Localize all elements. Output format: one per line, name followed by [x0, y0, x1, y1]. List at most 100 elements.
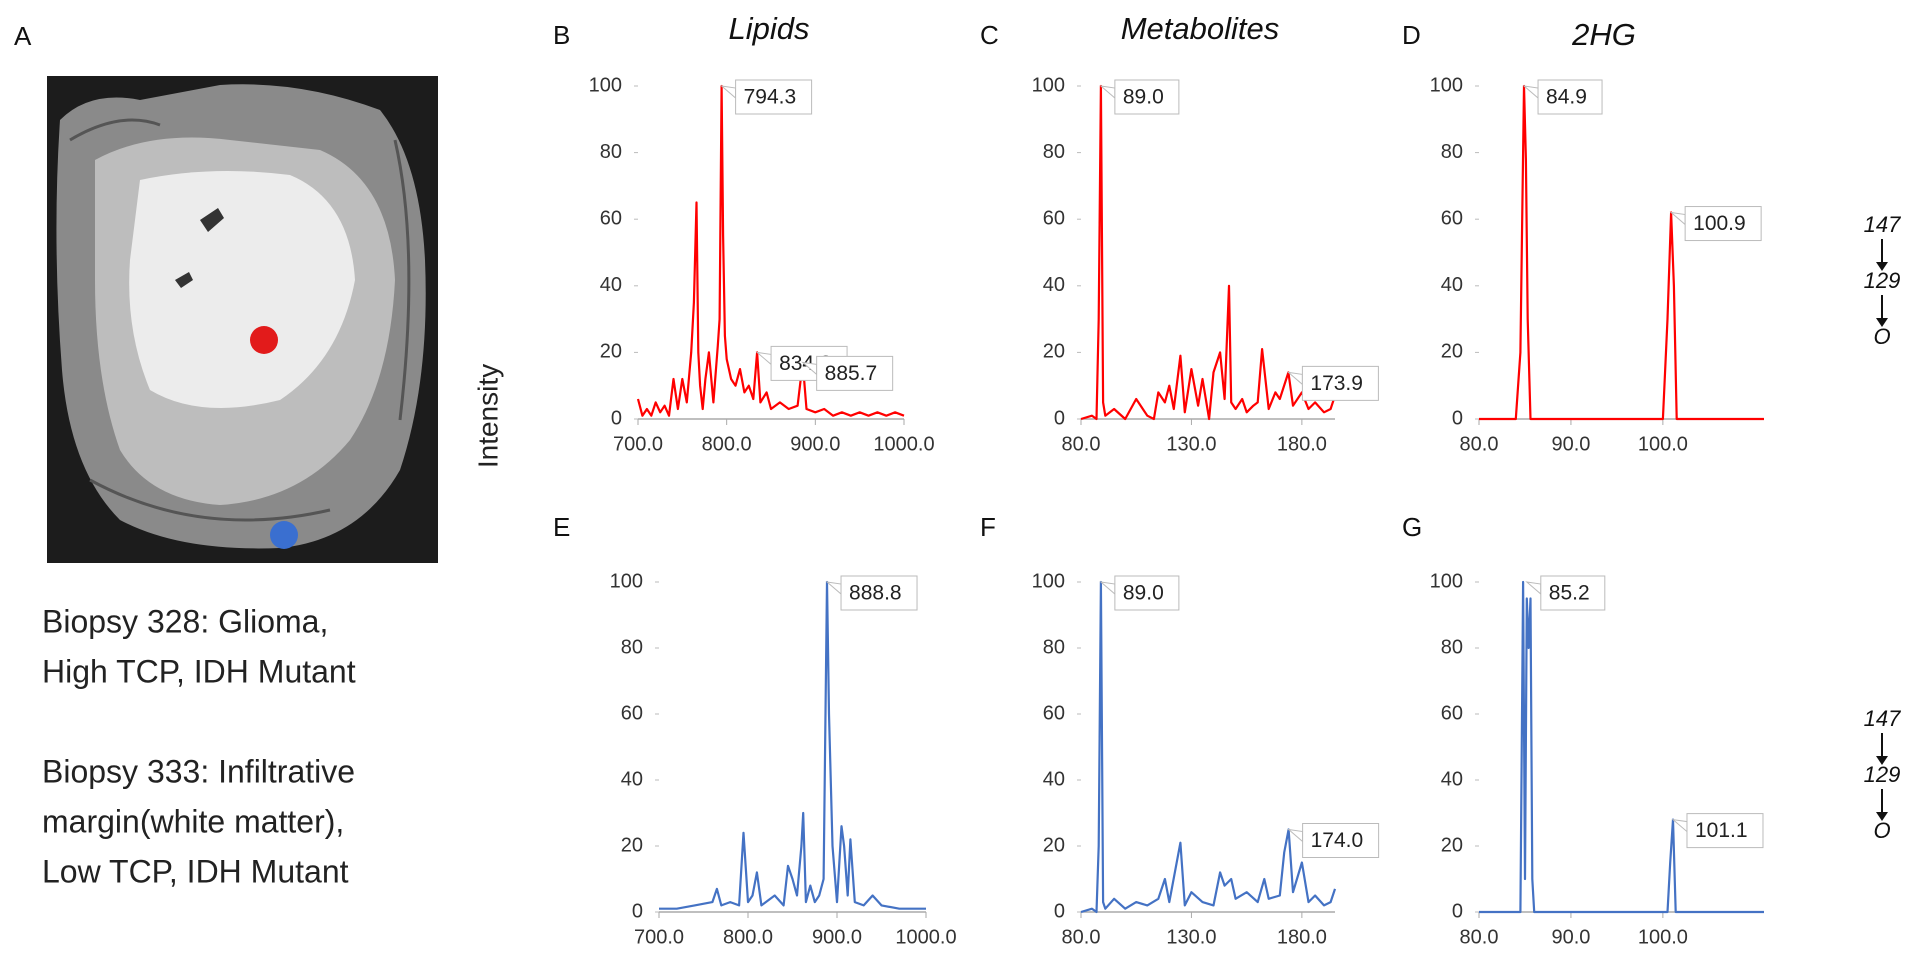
- annotation-box: [1686, 813, 1764, 849]
- y-tick-label: 80: [600, 141, 622, 163]
- x-tick-label: 80.0: [1460, 926, 1499, 948]
- leader: [1099, 85, 1116, 100]
- y-tick-label: 80: [1441, 636, 1463, 658]
- leader: [1671, 818, 1688, 833]
- fragment-label: 147: [1864, 212, 1901, 237]
- y-tick-label: 60: [1043, 702, 1065, 724]
- spectrum-panel: E 0 20 40 60 80 100 700.0 800.0 900.0 1000.0 888.8: [553, 512, 957, 948]
- x-tick-label: 100.0: [1638, 926, 1688, 948]
- y-tick-label: 40: [1043, 768, 1065, 790]
- y-tick-label: 100: [589, 74, 622, 96]
- x-tick-label: 90.0: [1551, 926, 1590, 948]
- fragment-label: 129: [1864, 762, 1901, 787]
- panel-title: 2HG: [1571, 17, 1636, 52]
- x-tick-label: 800.0: [702, 433, 752, 455]
- caption-line: Biopsy 333: Infiltrative: [42, 753, 355, 789]
- leader: [1669, 211, 1686, 226]
- panel-label: C: [980, 20, 999, 50]
- x-tick-label: 180.0: [1277, 433, 1327, 455]
- annotation-label: 174.0: [1311, 829, 1364, 852]
- caption-line: margin(white matter),: [42, 803, 344, 839]
- fragment-label: O: [1873, 818, 1890, 843]
- y-tick-label: 100: [1430, 74, 1463, 96]
- panel-label: E: [553, 512, 570, 542]
- y-tick-label: 20: [1441, 341, 1463, 363]
- spectrum-panel: F 0 20 40 60 80 100 80.0 130.0 180.0 89.0 174.0: [980, 512, 1380, 948]
- y-tick-label: 0: [1452, 407, 1463, 429]
- y-tick-label: 0: [1452, 900, 1463, 922]
- fragment-label: 129: [1864, 268, 1901, 293]
- fragment-label: 147: [1864, 706, 1901, 731]
- x-tick-label: 130.0: [1166, 926, 1216, 948]
- annotation-label: 89.0: [1123, 582, 1164, 605]
- panel-title: Lipids: [729, 11, 810, 46]
- spectrum-panel: B Lipids 0 20 40 60 80 100 700.0 800.0 900.0 1000.0…: [553, 11, 935, 455]
- arrow-head: [1876, 812, 1888, 821]
- arrow-head: [1876, 318, 1888, 327]
- y-tick-label: 40: [1043, 274, 1065, 296]
- annotation-box: [1684, 206, 1762, 242]
- y-tick-label: 80: [1043, 141, 1065, 163]
- x-tick-label: 80.0: [1460, 433, 1499, 455]
- y-tick-label: 20: [1043, 341, 1065, 363]
- spectrum-line: [1080, 84, 1337, 421]
- panel-label: B: [553, 20, 570, 50]
- panel-label: F: [980, 512, 996, 542]
- fragment-label: O: [1873, 324, 1890, 349]
- y-tick-label: 100: [1430, 570, 1463, 592]
- leader: [1099, 581, 1116, 596]
- annotation-label: 794.3: [744, 86, 797, 109]
- annotation-box: [1114, 575, 1180, 611]
- arrow-head: [1876, 262, 1888, 271]
- annotation-label: 101.1: [1695, 819, 1748, 842]
- x-tick-label: 100.0: [1638, 433, 1688, 455]
- x-tick-label: 700.0: [634, 926, 684, 948]
- y-tick-label: 20: [1043, 834, 1065, 856]
- y-tick-label: 100: [1032, 74, 1065, 96]
- y-tick-label: 0: [611, 407, 622, 429]
- leader: [719, 85, 737, 100]
- annotation-label: 85.2: [1549, 582, 1590, 605]
- x-tick-label: 900.0: [790, 433, 840, 455]
- x-tick-label: 1000.0: [895, 926, 956, 948]
- x-tick-label: 80.0: [1062, 926, 1101, 948]
- annotation-box: [1114, 79, 1180, 115]
- y-axis-label: Intensity: [472, 364, 503, 468]
- y-tick-label: 60: [1441, 702, 1463, 724]
- annotation-label: 100.9: [1693, 212, 1746, 235]
- x-tick-label: 700.0: [613, 433, 663, 455]
- y-tick-label: 40: [1441, 768, 1463, 790]
- spectrum-line: [1080, 580, 1337, 914]
- spectrum-panel: D 2HG 0 20 40 60 80 100 80.0 90.0 100.0 84.9 100.9: [1402, 17, 1764, 455]
- annotation-box: [1537, 79, 1603, 115]
- x-tick-label: 800.0: [723, 926, 773, 948]
- arrow-head: [1876, 756, 1888, 765]
- panel-label: D: [1402, 20, 1421, 50]
- y-tick-label: 60: [1441, 207, 1463, 229]
- x-tick-label: 90.0: [1551, 433, 1590, 455]
- annotation-box: [1301, 365, 1379, 401]
- mri-image: [47, 76, 438, 563]
- annotation-label: 173.9: [1310, 372, 1363, 395]
- leader: [1522, 85, 1539, 100]
- caption-line: Low TCP, IDH Mutant: [42, 853, 349, 889]
- annotation-label: 888.8: [849, 582, 902, 605]
- annotation-box: [735, 79, 813, 115]
- y-tick-label: 60: [1043, 207, 1065, 229]
- spectrum-line: [1479, 580, 1764, 914]
- annotation-box: [816, 355, 894, 391]
- y-tick-label: 60: [600, 207, 622, 229]
- spectrum-line: [636, 84, 905, 417]
- y-tick-label: 20: [621, 834, 643, 856]
- panel-label: G: [1402, 512, 1422, 542]
- annotation-label: 885.7: [825, 362, 878, 385]
- annotation-box: [1302, 823, 1380, 858]
- caption-line: High TCP, IDH Mutant: [42, 653, 356, 689]
- annotation-box: [840, 575, 918, 611]
- caption-line: Biopsy 328: Glioma,: [42, 603, 328, 639]
- x-tick-label: 1000.0: [873, 433, 934, 455]
- y-tick-label: 80: [621, 636, 643, 658]
- y-tick-label: 40: [1441, 274, 1463, 296]
- x-tick-label: 80.0: [1062, 433, 1101, 455]
